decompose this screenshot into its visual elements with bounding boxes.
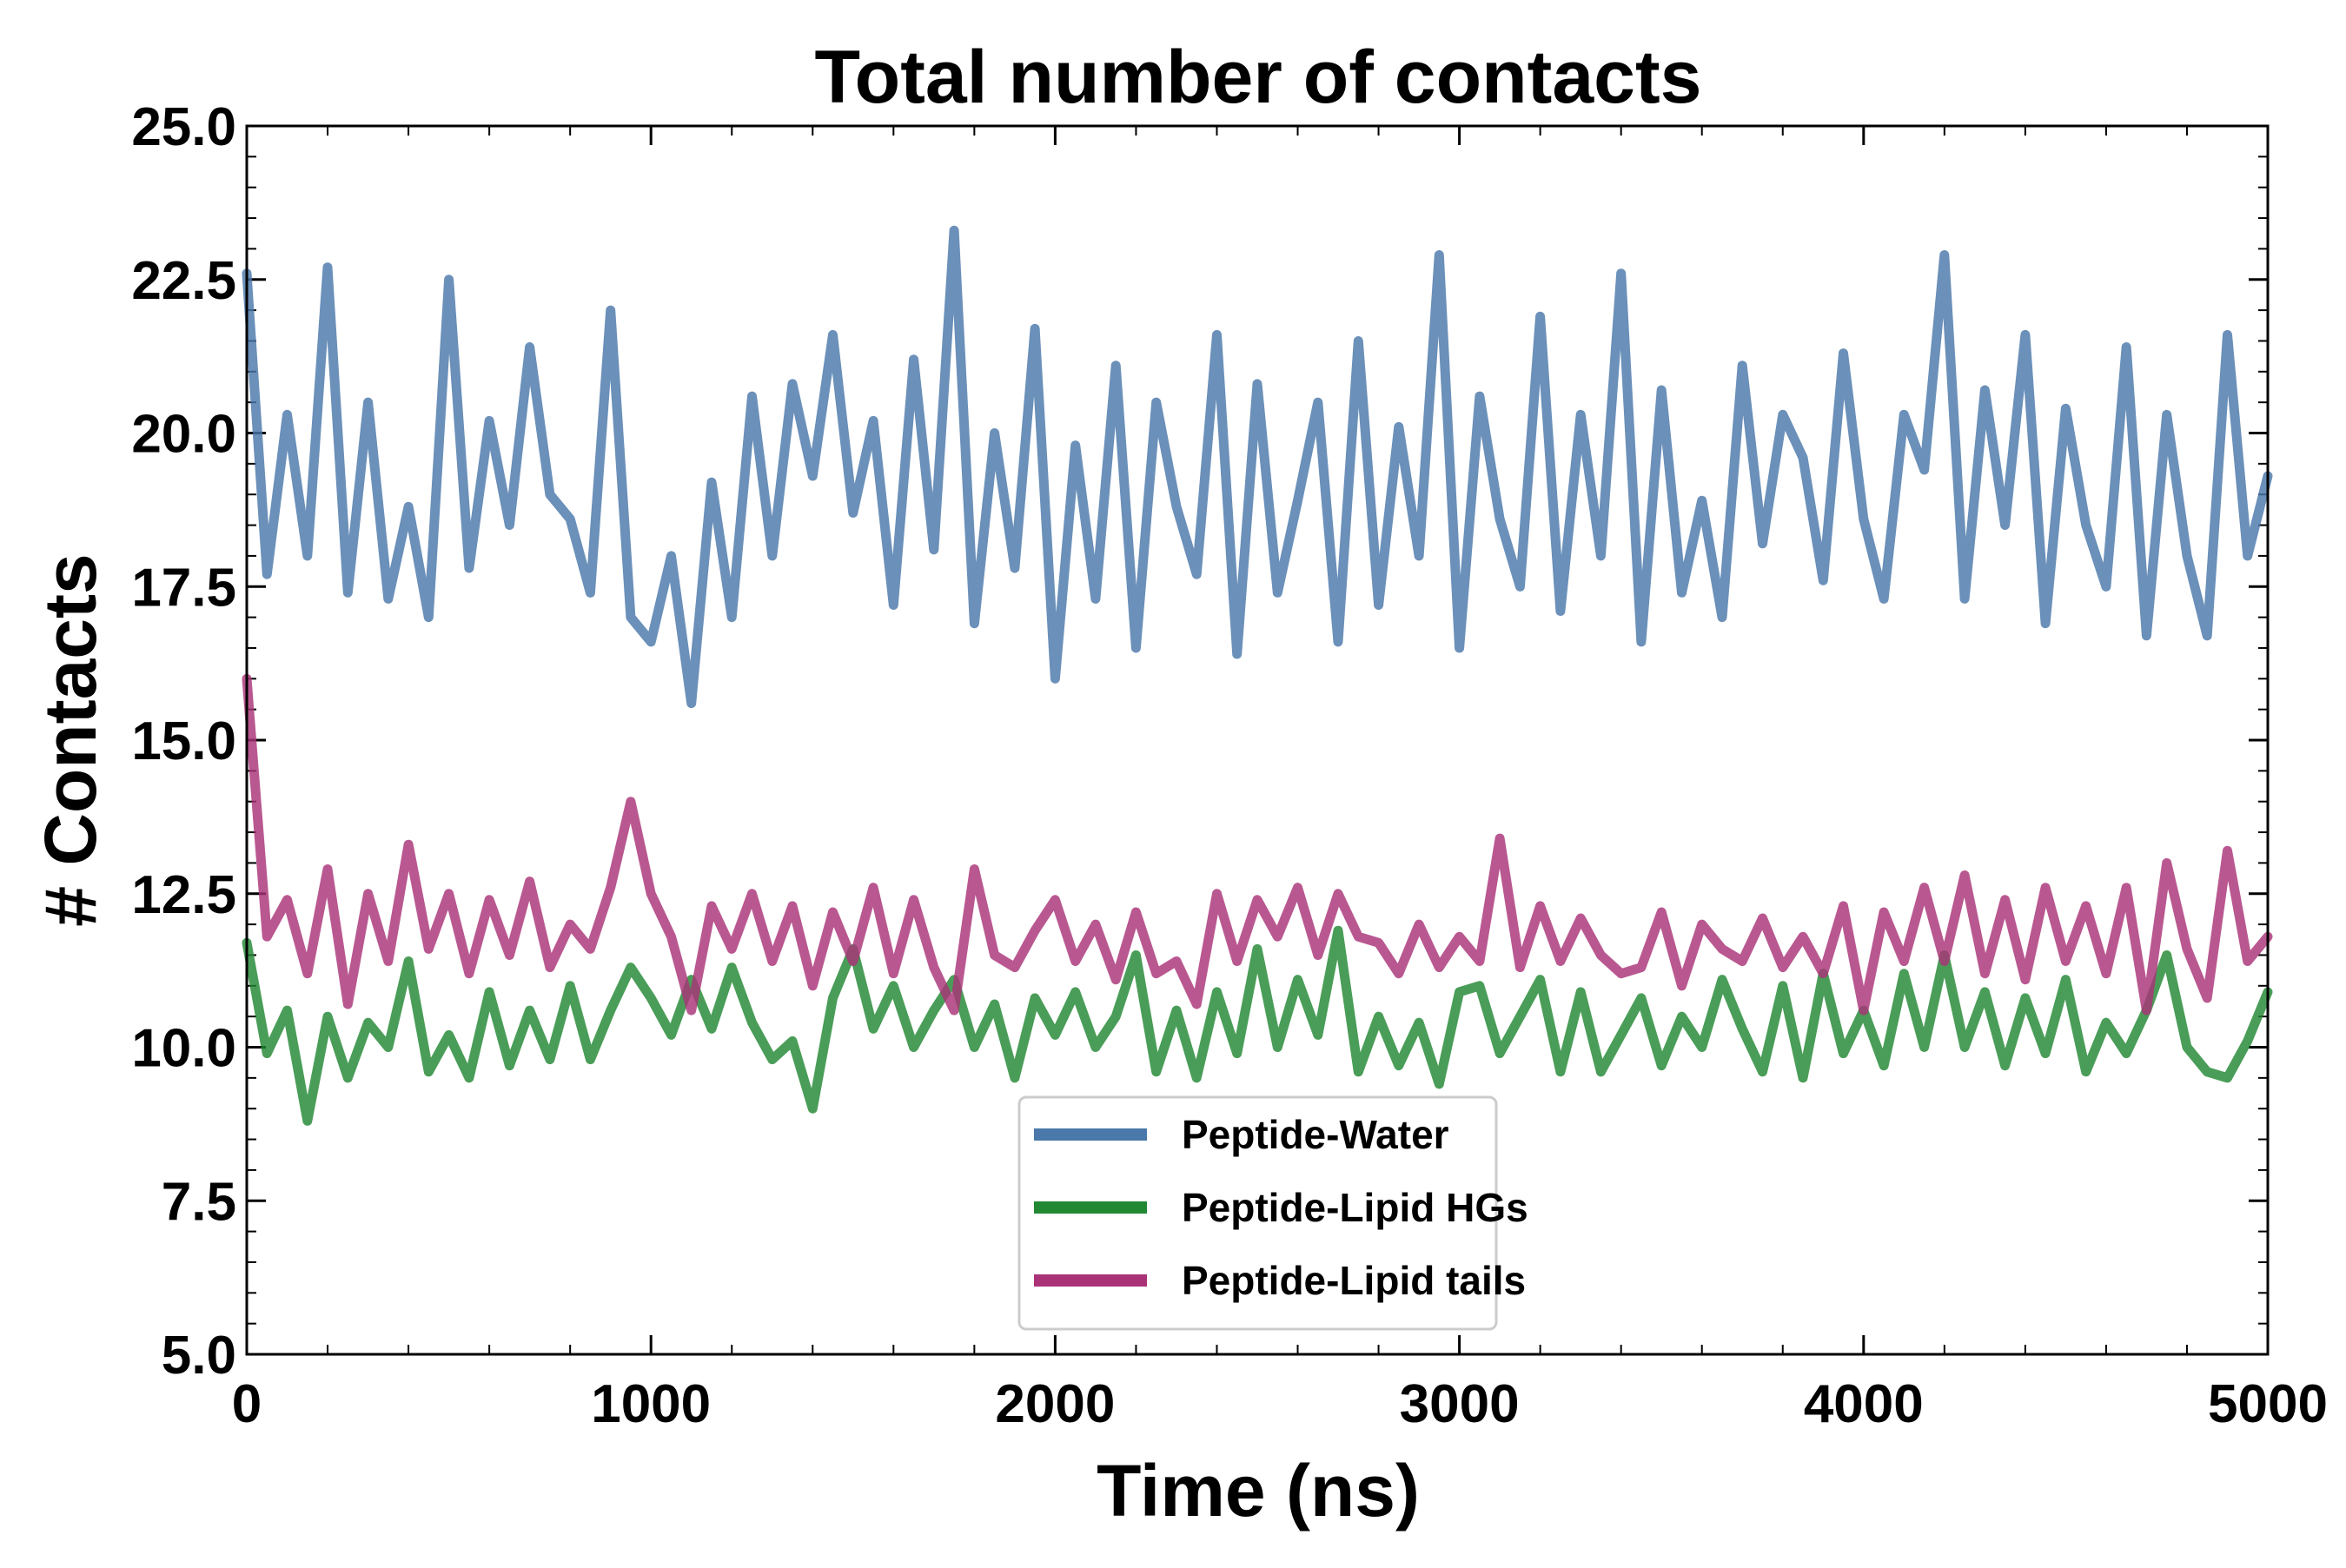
y-tick-label: 10.0 [131,1019,236,1079]
x-tick-label: 1000 [591,1374,711,1434]
y-tick-label: 7.5 [162,1172,236,1232]
y-tick-label: 22.5 [131,251,236,311]
series-line-peptide-lipid-tails [242,673,2273,1016]
y-tick-label: 17.5 [131,558,236,618]
axis-ticks: 0 1000 2000 3000 4000 5000 5.0 7.5 10.0 12.5 15.0 1… [131,97,2328,1434]
chart-title: Total number of contacts [815,36,1702,119]
x-axis-label: Time (ns) [1097,1450,1420,1532]
legend: Peptide-Water Peptide-Lipid HGs Peptide-… [1017,1095,1528,1331]
x-tick-label: 5000 [2208,1374,2328,1434]
y-tick-label: 15.0 [131,711,236,771]
y-tick-label: 5.0 [162,1326,236,1386]
x-tick-label: 4000 [1804,1374,1924,1434]
y-tick-label: 20.0 [131,405,236,465]
y-tick-label: 12.5 [131,865,236,925]
legend-label-lipid-hgs: Peptide-Lipid HGs [1182,1185,1528,1230]
x-tick-label: 3000 [1400,1374,1520,1434]
x-tick-label: 2000 [995,1374,1115,1434]
series-line-peptide-water [242,225,2273,709]
plot-frame [245,124,2270,1356]
x-tick-label: 0 [232,1374,262,1434]
legend-label-water: Peptide-Water [1182,1112,1449,1157]
legend-label-lipid-tails: Peptide-Lipid tails [1182,1258,1526,1303]
legend-box [1017,1095,1498,1331]
y-tick-label: 25.0 [131,97,236,157]
y-axis-label: # Contacts [30,553,111,926]
plot-area [242,225,2273,1126]
series-line-peptide-lipid-hgs [242,925,2273,1126]
